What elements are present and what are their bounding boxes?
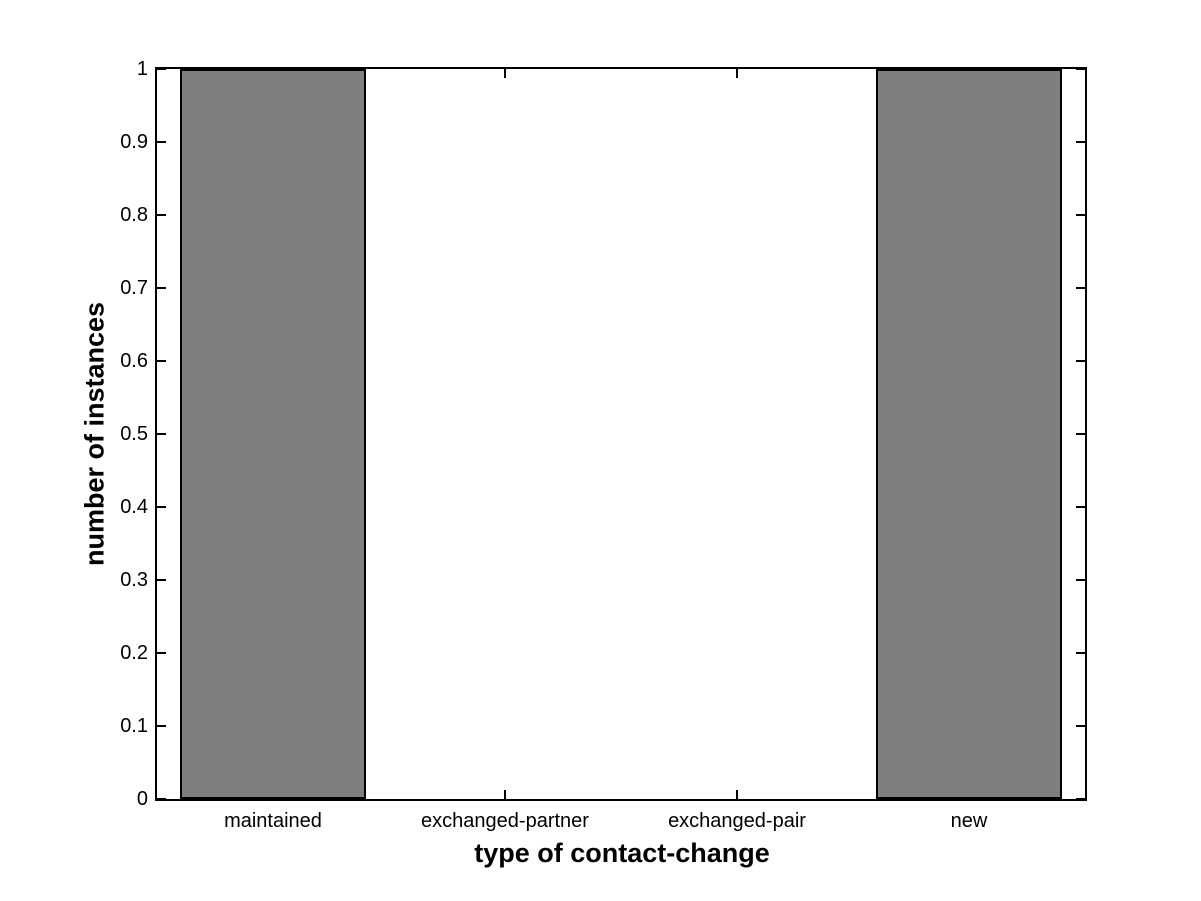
y-tick-left <box>157 360 166 362</box>
y-tick-right <box>1076 360 1085 362</box>
y-tick-label: 0.1 <box>120 715 148 737</box>
bar-maintained <box>180 69 366 799</box>
y-tick-right <box>1076 433 1085 435</box>
x-axis-label: type of contact-change <box>474 838 770 868</box>
y-tick-label: 1 <box>136 58 148 80</box>
y-tick-label: 0 <box>136 788 148 810</box>
y-tick-left <box>157 287 166 289</box>
y-tick-left <box>157 652 166 654</box>
x-tick-top <box>504 69 506 78</box>
y-tick-left <box>157 433 166 435</box>
y-tick-left <box>157 68 166 70</box>
y-tick-left <box>157 725 166 727</box>
y-tick-label: 0.7 <box>120 277 148 299</box>
x-tick-bottom <box>736 790 738 799</box>
y-tick-label: 0.4 <box>120 496 148 518</box>
x-tick-label: maintained <box>224 810 322 832</box>
y-tick-left <box>157 141 166 143</box>
y-tick-right <box>1076 579 1085 581</box>
y-tick-right <box>1076 287 1085 289</box>
y-tick-right <box>1076 652 1085 654</box>
y-tick-label: 0.9 <box>120 131 148 153</box>
y-tick-right <box>1076 506 1085 508</box>
y-tick-label: 0.3 <box>120 569 148 591</box>
x-tick-label: exchanged-pair <box>668 810 806 832</box>
y-axis-label: number of instances <box>79 301 110 567</box>
y-tick-right <box>1076 798 1085 800</box>
y-tick-left <box>157 579 166 581</box>
y-tick-label: 0.8 <box>120 204 148 226</box>
y-tick-left <box>157 214 166 216</box>
y-tick-left <box>157 506 166 508</box>
y-tick-label: 0.5 <box>120 423 148 445</box>
y-tick-left <box>157 798 166 800</box>
bar-new <box>876 69 1062 799</box>
x-tick-label: new <box>950 810 988 832</box>
y-tick-label: 0.6 <box>120 350 148 372</box>
x-tick-bottom <box>504 790 506 799</box>
y-tick-label: 0.2 <box>120 642 148 664</box>
x-tick-label: exchanged-partner <box>421 810 589 832</box>
y-tick-right <box>1076 68 1085 70</box>
y-tick-right <box>1076 725 1085 727</box>
plot-area <box>155 67 1087 801</box>
x-tick-top <box>736 69 738 78</box>
y-tick-right <box>1076 141 1085 143</box>
y-tick-right <box>1076 214 1085 216</box>
plot-content-layer <box>157 68 1085 800</box>
